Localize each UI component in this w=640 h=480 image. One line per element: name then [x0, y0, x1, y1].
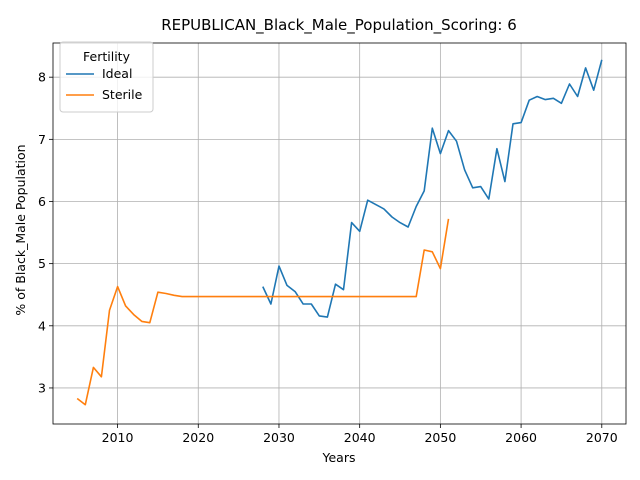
- x-tick-label: 2060: [505, 430, 537, 445]
- y-axis-label: % of Black_Male Population: [13, 144, 28, 315]
- x-tick-label: 2030: [263, 430, 295, 445]
- axes-frame: [52, 42, 627, 425]
- legend-title: Fertility: [83, 49, 131, 64]
- series-line-ideal: [262, 59, 603, 318]
- y-tick-label: 5: [38, 256, 46, 271]
- series-line-sterile: [76, 218, 450, 406]
- x-axis-label: Years: [322, 450, 356, 465]
- legend: Fertility Ideal Sterile: [59, 41, 154, 113]
- grid: [53, 43, 626, 424]
- y-tick-label: 4: [38, 318, 46, 333]
- axis-ticks: 2010 2020 2030 2040 2050 2060 2070 3 4 5 6 7 8: [38, 70, 618, 445]
- series-lines: [76, 59, 603, 406]
- x-tick-label: 2020: [182, 430, 214, 445]
- chart-title: REPUBLICAN_Black_Male_Population_Scoring…: [161, 16, 517, 35]
- x-tick-label: 2040: [344, 430, 376, 445]
- y-tick-label: 6: [38, 194, 46, 209]
- x-tick-label: 2050: [424, 430, 456, 445]
- legend-label-ideal: Ideal: [102, 66, 132, 81]
- x-tick-label: 2010: [102, 430, 134, 445]
- x-tick-label: 2070: [586, 430, 618, 445]
- y-tick-label: 7: [38, 132, 46, 147]
- legend-label-sterile: Sterile: [102, 87, 143, 102]
- y-tick-label: 8: [38, 70, 46, 85]
- y-tick-label: 3: [38, 380, 46, 395]
